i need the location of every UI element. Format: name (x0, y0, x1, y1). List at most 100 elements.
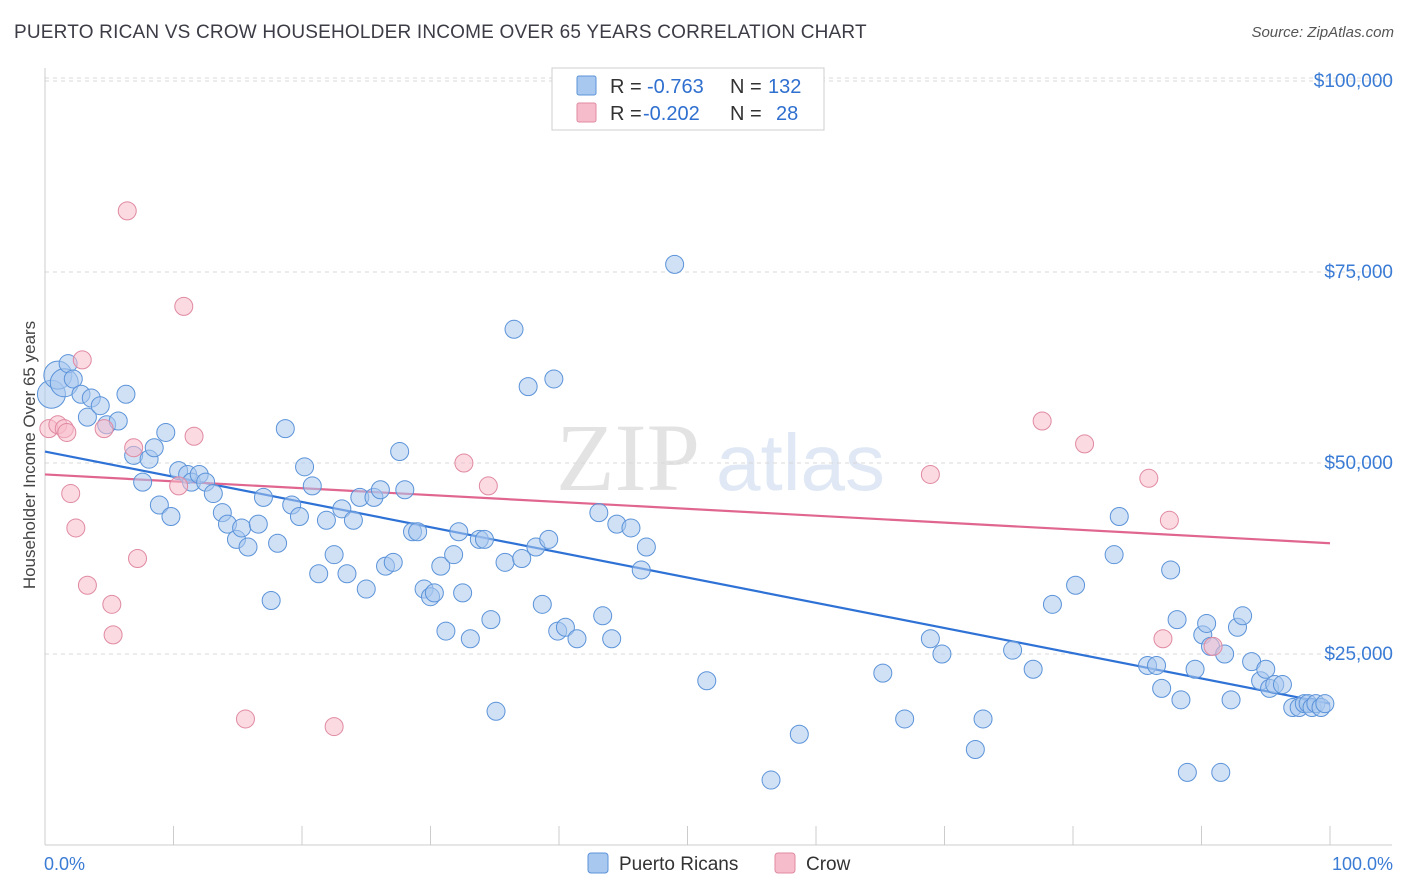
puerto-ricans-point (295, 457, 315, 477)
legend-n-value-2: 28 (776, 103, 798, 125)
puerto-ricans-point (77, 407, 97, 427)
stats-legend: R = -0.763 N = 132 R = -0.202 N = 28 (551, 67, 825, 131)
puerto-ricans-point (63, 369, 83, 389)
watermark: ZIP atlas (556, 404, 885, 511)
source-credit: Source: ZipAtlas.com (1251, 24, 1394, 41)
puerto-ricans-point (1211, 762, 1231, 782)
puerto-ricans-point (589, 503, 609, 523)
puerto-ricans-point (504, 319, 524, 339)
legend-r-value-1: -0.763 (647, 76, 704, 98)
puerto-ricans-point (1221, 690, 1241, 710)
puerto-ricans-point (532, 594, 552, 614)
puerto-ricans-point (631, 560, 651, 580)
series-legend: Puerto Ricans Crow (587, 852, 851, 875)
legend-swatch-puerto-ricans (576, 75, 597, 96)
puerto-ricans-point (1185, 659, 1205, 679)
puerto-ricans-points (36, 254, 1335, 790)
puerto-ricans-point (481, 610, 501, 630)
puerto-ricans-point (149, 495, 169, 515)
puerto-ricans-point (512, 549, 532, 568)
crow-point (454, 453, 474, 473)
puerto-ricans-point (593, 606, 613, 626)
puerto-ricans-point (973, 709, 993, 729)
x-tick-label-0: 0.0% (44, 854, 85, 874)
puerto-ricans-point (636, 537, 656, 557)
axes (44, 68, 1392, 846)
puerto-ricans-point (289, 506, 309, 526)
puerto-ricans-point (90, 396, 110, 416)
x-tick-label-1: 100.0% (1332, 854, 1393, 874)
legend-r-label-1: R = (610, 76, 642, 98)
puerto-ricans-point (253, 487, 273, 507)
puerto-ricans-point (343, 510, 363, 530)
puerto-ricans-point (621, 518, 641, 538)
puerto-ricans-point (370, 480, 390, 500)
puerto-ricans-point (1023, 659, 1043, 679)
puerto-ricans-point (518, 377, 538, 397)
crow-point (1203, 636, 1223, 656)
puerto-ricans-point (1177, 762, 1197, 782)
crow-point (184, 426, 204, 446)
puerto-ricans-point (203, 484, 223, 504)
puerto-ricans-point (144, 438, 164, 458)
puerto-ricans-point (1272, 675, 1292, 695)
puerto-ricans-point (337, 564, 357, 584)
crow-point (103, 625, 123, 645)
puerto-ricans-point (761, 770, 781, 790)
y-tick-label-2: $75,000 (1324, 262, 1393, 283)
legend-n-label-1: N = (730, 76, 762, 98)
crow-point (1159, 510, 1179, 530)
puerto-ricans-point (1171, 690, 1191, 710)
grid-lines (45, 77, 1392, 655)
crow-point (124, 438, 144, 458)
puerto-ricans-point (275, 419, 295, 439)
legend-n-label-2: N = (730, 103, 762, 125)
puerto-ricans-point (460, 629, 480, 649)
puerto-ricans-point (697, 671, 717, 691)
puerto-ricans-point (932, 644, 952, 664)
crow-point (1139, 468, 1159, 488)
puerto-ricans-point (324, 545, 344, 565)
crow-point (1153, 629, 1173, 649)
puerto-ricans-point (665, 254, 685, 274)
crow-point (117, 201, 137, 221)
crow-point (102, 594, 122, 614)
puerto-ricans-point (248, 514, 268, 534)
puerto-ricans-point (1066, 575, 1086, 595)
puerto-ricans-point (920, 629, 940, 649)
puerto-ricans-point (873, 663, 893, 683)
bottom-legend-puerto-ricans: Puerto Ricans (619, 854, 738, 875)
puerto-ricans-point (1161, 560, 1181, 580)
bottom-legend-swatch-puerto-ricans (587, 852, 609, 874)
bottom-legend-crow: Crow (806, 854, 851, 875)
puerto-ricans-point (268, 533, 288, 553)
puerto-ricans-point (1042, 594, 1062, 614)
puerto-ricans-point (383, 552, 403, 572)
puerto-ricans-point (424, 583, 444, 603)
crow-point (77, 575, 97, 595)
legend-n-value-1: 132 (768, 76, 801, 98)
puerto-ricans-point (1233, 606, 1253, 626)
y-tick-label-1: $50,000 (1324, 453, 1393, 474)
puerto-ricans-point (232, 518, 252, 538)
crow-point (174, 296, 194, 316)
crow-trend-line (44, 473, 1331, 545)
puerto-ricans-point (474, 529, 494, 549)
puerto-ricans-point (567, 629, 587, 649)
puerto-ricans-point (895, 709, 915, 729)
bottom-legend-swatch-crow (774, 852, 796, 874)
chart-title: PUERTO RICAN VS CROW HOUSEHOLDER INCOME … (14, 22, 867, 43)
puerto-ricans-point (444, 545, 464, 565)
puerto-ricans-point (449, 522, 469, 542)
puerto-ricans-point (356, 579, 376, 599)
puerto-ricans-point (302, 476, 322, 496)
puerto-ricans-point (238, 537, 258, 557)
watermark-zip: ZIP (556, 404, 700, 511)
puerto-ricans-point (390, 442, 410, 462)
puerto-ricans-point (436, 621, 456, 641)
puerto-ricans-point (453, 583, 473, 603)
puerto-ricans-point (431, 556, 451, 576)
crow-point (478, 476, 498, 496)
y-tick-labels: $25,000 $50,000 $75,000 $100,000 (1314, 71, 1393, 665)
legend-swatch-crow (576, 102, 597, 123)
